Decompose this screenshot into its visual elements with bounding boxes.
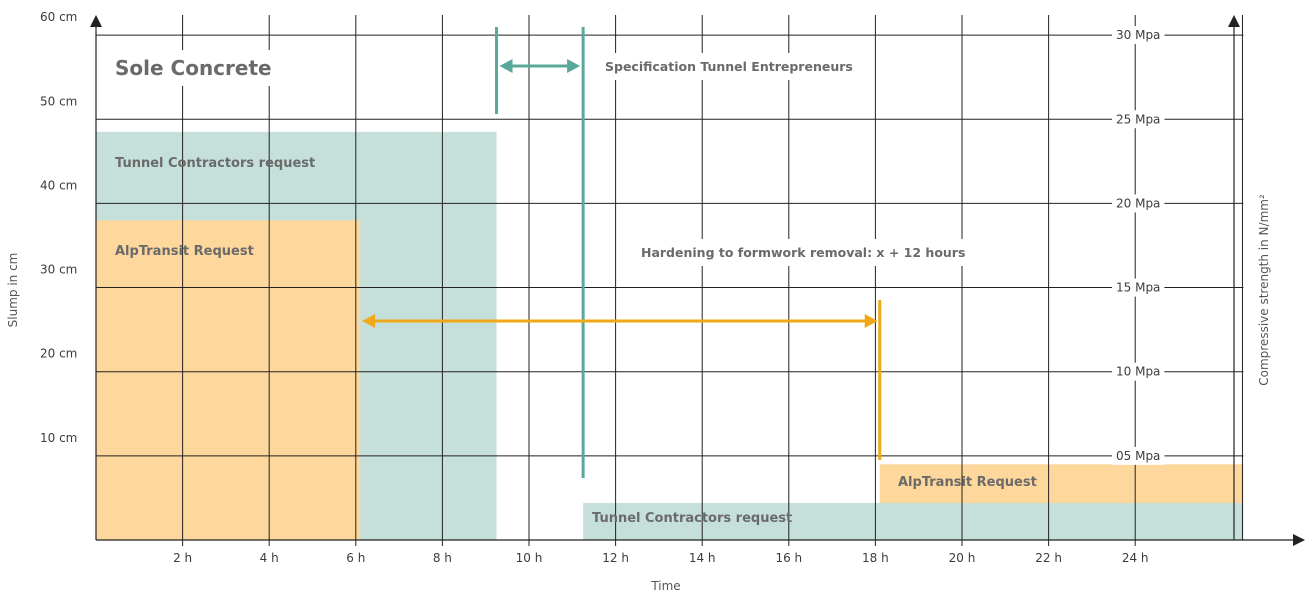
chart-title: Sole Concrete [115, 56, 272, 80]
y2-tick-label-bg [1112, 26, 1165, 45]
annotation-label-specification-bg [597, 53, 861, 80]
y2-tick-label: 30 Mpa [1116, 28, 1160, 42]
y2-axis-arrow [1228, 15, 1240, 27]
x-tick-label: 18 h [862, 551, 889, 565]
x-tick-label: 14 h [689, 551, 716, 565]
y-axis-arrow [90, 15, 102, 27]
y2-tick-label: 05 Mpa [1116, 449, 1160, 463]
x-axis-arrow [1293, 534, 1305, 546]
y2-tick-label: 25 Mpa [1116, 112, 1160, 126]
x-tick-label: 22 h [1035, 551, 1062, 565]
annotation-label-hardening-bg [633, 239, 974, 266]
region-label-contractors-strength: Tunnel Contractors request [592, 511, 792, 526]
y-tick-label: 40 cm [40, 178, 77, 192]
chart-title-bg [105, 50, 282, 86]
y-tick-label: 60 cm [40, 10, 77, 24]
y2-tick-label: 20 Mpa [1116, 196, 1160, 210]
annotation-label-hardening: Hardening to formwork removal: x + 12 ho… [641, 245, 965, 260]
y2-tick-label-bg [1112, 194, 1165, 213]
y2-tick-label-bg [1112, 278, 1165, 297]
y-tick-label: 50 cm [40, 94, 77, 108]
y-tick-label: 30 cm [40, 263, 77, 277]
gridlines [96, 15, 1244, 546]
x-tick-label: 6 h [346, 551, 365, 565]
hardening-arrowhead-right [864, 314, 878, 328]
x-tick-label: 8 h [433, 551, 452, 565]
labels: Sole Concrete Time Slump in cm Compressi… [6, 10, 1271, 593]
y2-tick-label: 15 Mpa [1116, 281, 1160, 295]
x-tick-label: 10 h [516, 551, 543, 565]
region-alptransit-strength [879, 464, 1244, 503]
y-tick-label: 10 cm [40, 431, 77, 445]
y2-tick-label-bg [1112, 446, 1165, 465]
x-tick-label: 24 h [1122, 551, 1149, 565]
y-tick-label: 20 cm [40, 347, 77, 361]
y2-tick-label-bg [1112, 362, 1165, 381]
y-axis-title: Slump in cm [6, 253, 20, 328]
axes [90, 15, 1305, 546]
annotation-label-specification: Specification Tunnel Entrepreneurs [605, 59, 853, 74]
region-alptransit-slump [96, 220, 361, 541]
region-contractors-strength [583, 502, 1244, 540]
annotation-marks [362, 27, 882, 478]
x-tick-label: 20 h [949, 551, 976, 565]
x-axis-title: Time [650, 579, 680, 593]
region-label-alptransit-strength: AlpTransit Request [898, 475, 1037, 490]
x-tick-label: 2 h [173, 551, 192, 565]
regions [96, 131, 1244, 541]
x-tick-label: 12 h [602, 551, 629, 565]
x-tick-label: 16 h [775, 551, 802, 565]
hardening-arrowhead-left [362, 314, 376, 328]
spec-arrowhead-right [567, 59, 581, 73]
y2-tick-label-bg [1112, 110, 1165, 129]
x-tick-label: 4 h [260, 551, 279, 565]
region-label-alptransit-slump: AlpTransit Request [115, 244, 254, 259]
y2-axis-title: Compressive strength in N/mm² [1257, 194, 1271, 386]
spec-arrowhead-left [499, 59, 513, 73]
y2-tick-label: 10 Mpa [1116, 365, 1160, 379]
region-label-contractors-slump: Tunnel Contractors request [115, 156, 315, 171]
